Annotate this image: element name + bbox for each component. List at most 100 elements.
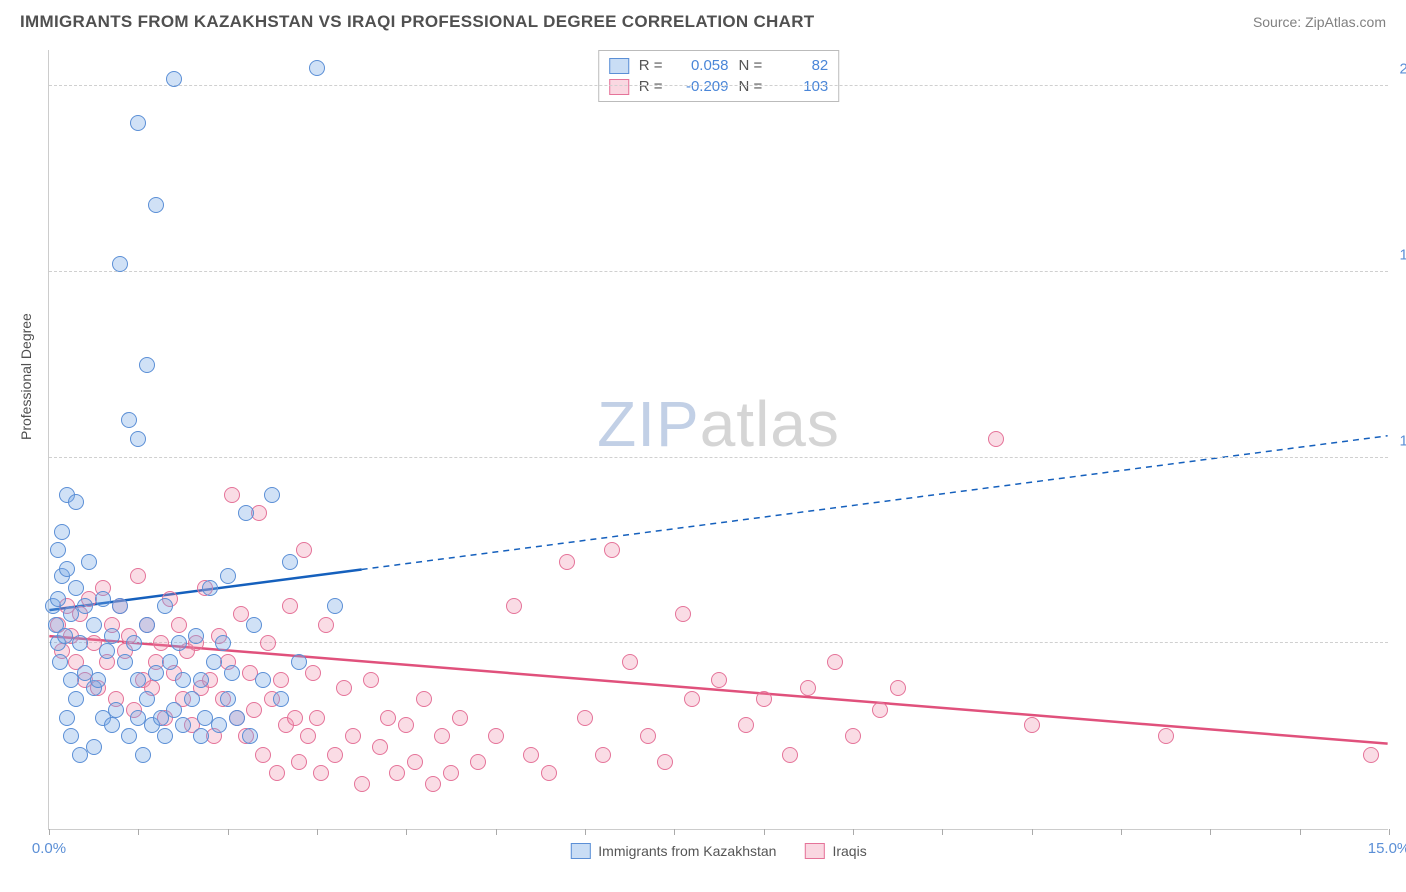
data-point-pink	[640, 728, 656, 744]
data-point-blue	[112, 256, 128, 272]
data-point-blue	[327, 598, 343, 614]
data-point-pink	[287, 710, 303, 726]
data-point-pink	[345, 728, 361, 744]
r-label: R =	[639, 78, 663, 95]
data-point-blue	[68, 494, 84, 510]
gridline	[49, 271, 1388, 272]
data-point-blue	[68, 580, 84, 596]
data-point-blue	[121, 728, 137, 744]
data-point-blue	[157, 598, 173, 614]
data-point-pink	[354, 776, 370, 792]
data-point-blue	[77, 598, 93, 614]
data-point-pink	[130, 568, 146, 584]
data-point-pink	[756, 691, 772, 707]
data-point-pink	[389, 765, 405, 781]
data-point-blue	[193, 672, 209, 688]
r-label: R =	[639, 57, 663, 74]
data-point-pink	[559, 554, 575, 570]
r-value: -0.209	[673, 78, 729, 95]
y-tick-label: 20.0%	[1399, 61, 1406, 78]
legend-item-pink: Iraqis	[804, 843, 866, 859]
data-point-pink	[291, 754, 307, 770]
data-point-blue	[309, 60, 325, 76]
data-point-pink	[336, 680, 352, 696]
data-point-pink	[255, 747, 271, 763]
data-point-blue	[188, 628, 204, 644]
data-point-blue	[171, 635, 187, 651]
data-point-pink	[233, 606, 249, 622]
data-point-pink	[657, 754, 673, 770]
data-point-pink	[260, 635, 276, 651]
data-point-blue	[211, 717, 227, 733]
data-point-pink	[827, 654, 843, 670]
data-point-blue	[59, 561, 75, 577]
x-tick	[228, 829, 229, 835]
data-point-blue	[206, 654, 222, 670]
legend-row-blue: R = 0.058 N = 82	[609, 55, 829, 76]
n-value: 82	[772, 57, 828, 74]
data-point-blue	[246, 617, 262, 633]
data-point-blue	[291, 654, 307, 670]
data-point-blue	[81, 554, 97, 570]
data-point-blue	[121, 412, 137, 428]
swatch-pink-icon	[609, 79, 629, 95]
data-point-pink	[372, 739, 388, 755]
data-point-pink	[988, 431, 1004, 447]
data-point-pink	[800, 680, 816, 696]
data-point-blue	[130, 672, 146, 688]
data-point-blue	[175, 717, 191, 733]
data-point-blue	[166, 71, 182, 87]
data-point-pink	[675, 606, 691, 622]
data-point-pink	[577, 710, 593, 726]
watermark-part1: ZIP	[597, 388, 700, 460]
data-point-blue	[148, 665, 164, 681]
x-tick	[496, 829, 497, 835]
data-point-pink	[327, 747, 343, 763]
x-tick	[1121, 829, 1122, 835]
swatch-blue-icon	[609, 58, 629, 74]
data-point-pink	[595, 747, 611, 763]
data-point-pink	[407, 754, 423, 770]
series-legend: Immigrants from Kazakhstan Iraqis	[570, 843, 866, 859]
data-point-pink	[305, 665, 321, 681]
source-attribution: Source: ZipAtlas.com	[1253, 14, 1386, 30]
data-point-blue	[68, 691, 84, 707]
data-point-blue	[54, 524, 70, 540]
watermark: ZIPatlas	[597, 387, 840, 461]
data-point-pink	[622, 654, 638, 670]
data-point-pink	[604, 542, 620, 558]
data-point-blue	[193, 728, 209, 744]
n-label: N =	[739, 57, 763, 74]
x-tick	[585, 829, 586, 835]
data-point-pink	[1363, 747, 1379, 763]
x-tick	[674, 829, 675, 835]
data-point-blue	[104, 717, 120, 733]
x-tick	[1300, 829, 1301, 835]
gridline	[49, 642, 1388, 643]
n-value: 103	[772, 78, 828, 95]
data-point-blue	[255, 672, 271, 688]
data-point-blue	[220, 568, 236, 584]
x-tick	[942, 829, 943, 835]
data-point-pink	[425, 776, 441, 792]
legend-label: Immigrants from Kazakhstan	[598, 843, 776, 859]
data-point-pink	[416, 691, 432, 707]
data-point-pink	[273, 672, 289, 688]
data-point-blue	[52, 654, 68, 670]
x-tick	[1210, 829, 1211, 835]
data-point-blue	[166, 702, 182, 718]
data-point-blue	[72, 635, 88, 651]
data-point-blue	[104, 628, 120, 644]
data-point-blue	[224, 665, 240, 681]
chart-title: IMMIGRANTS FROM KAZAKHSTAN VS IRAQI PROF…	[20, 12, 814, 32]
data-point-blue	[90, 672, 106, 688]
data-point-blue	[57, 628, 73, 644]
data-point-blue	[202, 580, 218, 596]
data-point-blue	[126, 635, 142, 651]
data-point-blue	[130, 115, 146, 131]
data-point-blue	[50, 542, 66, 558]
data-point-pink	[890, 680, 906, 696]
x-tick	[317, 829, 318, 835]
data-point-pink	[246, 702, 262, 718]
legend-row-pink: R = -0.209 N = 103	[609, 76, 829, 97]
